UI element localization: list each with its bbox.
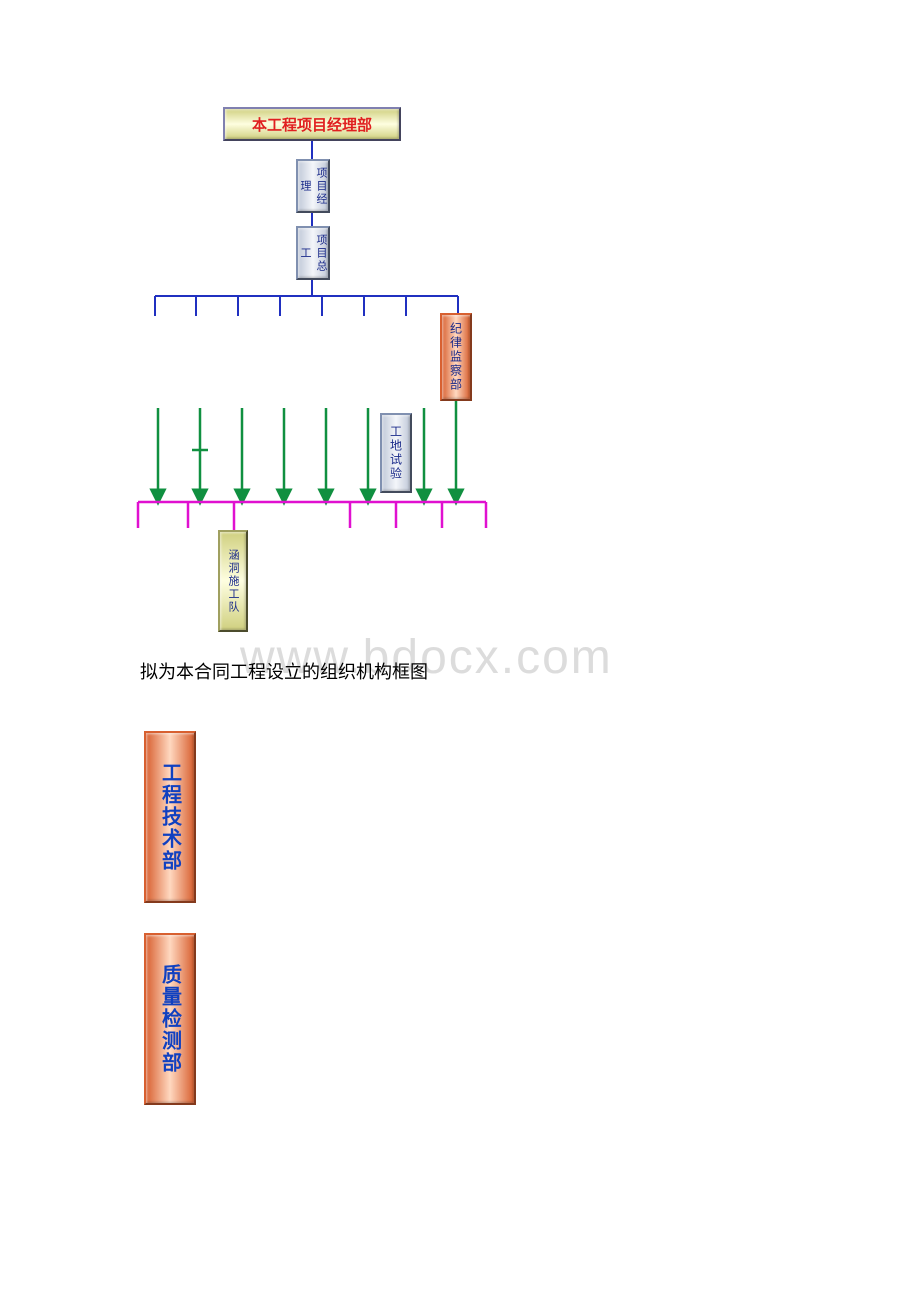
node-project-manager: 项目经理 bbox=[296, 159, 330, 213]
connector-lines bbox=[0, 0, 920, 1302]
node-eng-label: 工程技术部 bbox=[156, 762, 185, 872]
node-disc-label: 纪律监察部 bbox=[448, 322, 465, 392]
node-tunnel-label: 涵洞施工队 bbox=[225, 549, 241, 614]
org-chart-canvas: 本工程项目经理部 项目经理 项目总工 纪律监察部 工地试验 涵洞施工队 工程技术… bbox=[0, 0, 920, 1302]
node-ce-label: 项目总工 bbox=[297, 228, 329, 278]
node-site-label: 工地试验 bbox=[388, 425, 405, 481]
node-quality-label: 质量检测部 bbox=[156, 964, 185, 1074]
node-eng-tech-dept: 工程技术部 bbox=[144, 731, 196, 903]
diagram-caption: 拟为本合同工程设立的组织机构框图 bbox=[140, 658, 428, 684]
node-quality-dept: 质量检测部 bbox=[144, 933, 196, 1105]
node-title-label: 本工程项目经理部 bbox=[252, 114, 372, 135]
node-title: 本工程项目经理部 bbox=[223, 107, 401, 141]
node-chief-engineer: 项目总工 bbox=[296, 226, 330, 280]
node-tunnel-team: 涵洞施工队 bbox=[218, 530, 248, 632]
node-discipline-dept: 纪律监察部 bbox=[440, 313, 472, 401]
node-pm-label: 项目经理 bbox=[297, 161, 329, 211]
node-site-test: 工地试验 bbox=[380, 413, 412, 493]
